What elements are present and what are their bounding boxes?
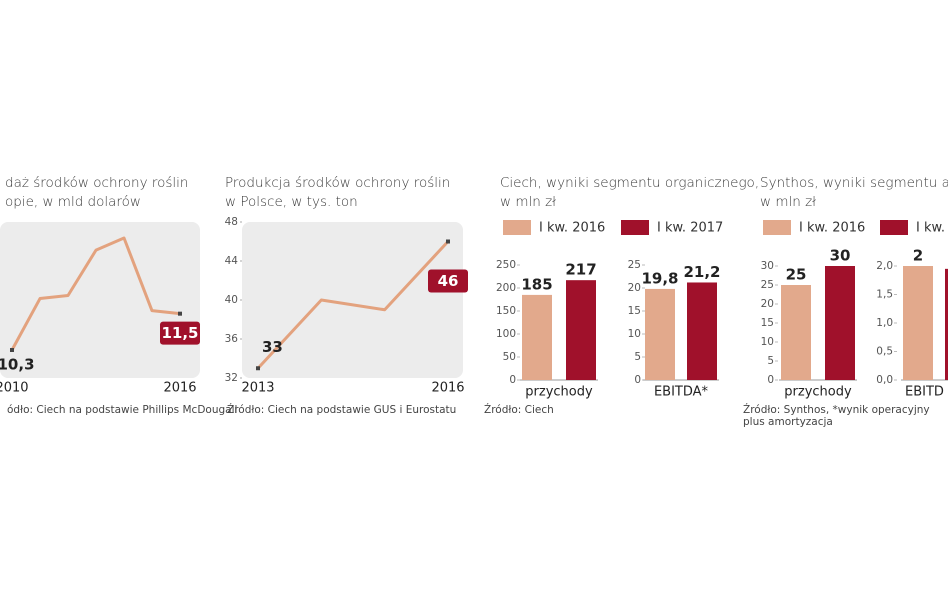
legend-label: I kw. 2016 [539,221,605,236]
y-tick-label: 10 [628,328,641,340]
x-tick-label: przychody [525,385,593,400]
source-note: Źródło: Ciech na podstawie GUS i Eurosta… [227,403,456,416]
value-label: 46 [438,272,459,290]
y-tick-label: 48 [225,216,238,228]
x-tick-label: EBITD [905,385,944,400]
y-tick-label: 5 [634,351,641,363]
point [178,311,182,316]
legend-swatch [503,220,531,235]
bar [903,266,933,380]
bar [566,280,596,380]
y-tick-label: 20 [761,298,774,310]
y-tick-label: 44 [225,255,239,267]
y-tick-label: 10 [761,336,774,348]
point [446,239,450,244]
y-tick-label: 36 [225,333,239,345]
bar [945,268,948,380]
bar [522,294,552,380]
chart-title: Synthos, wyniki segmentu ag [760,175,948,191]
bar [687,282,717,380]
y-tick-label: 50 [503,351,516,363]
x-tick-label: 2016 [163,381,196,396]
source-note: ódło: Ciech na podstawie Phillips McDoug… [7,404,237,416]
y-tick-label: 32 [225,372,238,384]
bar [825,266,855,380]
value-label: 30 [830,247,851,265]
line [256,240,450,370]
y-tick-label: 30 [761,260,774,272]
bar [645,288,675,380]
value-label: 10,3 [0,356,35,374]
value-label: 217 [565,261,596,279]
x-tick-label: przychody [784,385,852,400]
y-tick-label: 2,0 [876,260,893,272]
value-label: 19,8 [641,269,678,287]
y-tick-label: 25 [628,259,641,271]
legend-label: I kw. 2 [916,221,948,236]
y-tick-label: 0,5 [876,346,893,358]
y-tick-label: 20 [628,282,641,294]
legend-swatch [763,220,791,235]
value-label: 185 [521,275,552,293]
chart-title: w mln zł [500,194,556,210]
y-tick-label: 1,0 [876,317,893,329]
source-note: Źródło: Ciech [484,403,554,416]
y-tick-label: 200 [496,282,516,294]
value-label: 2 [913,247,923,265]
chart-title: Ciech, wyniki segmentu organicznego, [500,175,759,191]
chart-title: w mln zł [760,194,816,210]
x-tick-label: 2016 [431,381,464,396]
y-tick-label: 100 [496,328,516,340]
chart-title: daż środków ochrony roślin [5,175,188,191]
chart-title: opie, w mld dolarów [5,194,141,210]
y-tick-label: 0 [509,374,516,386]
y-tick-label: 15 [628,305,641,317]
value-label-box [160,321,200,345]
value-label: 33 [262,338,283,356]
y-tick-label: 40 [225,294,238,306]
chart-title: Produkcja środków ochrony roślin [225,175,450,191]
point [10,348,14,352]
y-tick-label: 5 [767,355,774,367]
y-tick-label: 1,5 [876,289,893,301]
value-label-box [428,269,468,293]
plot-background [242,222,463,378]
point [256,366,260,371]
x-tick-label: 2013 [241,381,274,396]
chart-title: w Polsce, w tys. ton [225,194,358,210]
y-tick-label: 250 [496,259,516,271]
y-tick-label: 0 [634,374,641,386]
legend-label: I kw. 2017 [657,221,723,236]
source-note: plus amortyzacja [743,416,833,428]
legend-swatch [880,220,908,235]
legend-label: I kw. 2016 [799,221,865,236]
value-label: 11,5 [161,324,198,342]
bar [781,285,811,380]
x-tick-label: EBITDA* [654,385,709,400]
y-tick-label: 0 [767,374,774,386]
y-tick-label: 15 [761,317,774,329]
line [10,236,181,351]
value-label: 25 [786,266,807,284]
x-tick-label: 2010 [0,381,29,396]
legend-swatch [621,220,649,235]
y-tick-label: 150 [496,305,516,317]
y-tick-label: 0,0 [876,374,893,386]
value-label: 21,2 [683,263,720,281]
plot-background [0,222,200,378]
y-tick-label: 25 [761,279,774,291]
source-note: Źródło: Synthos, *wynik operacyjny [743,403,930,416]
